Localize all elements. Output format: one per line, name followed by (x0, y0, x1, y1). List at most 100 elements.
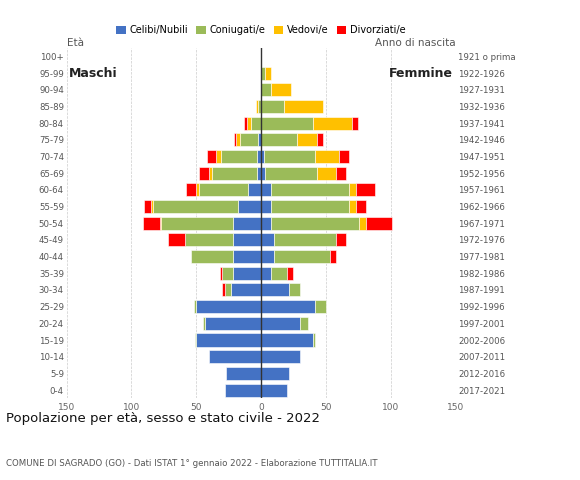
Bar (313, 117, 351, 130)
Bar (261, 283, 289, 297)
Bar (257, 150, 261, 163)
Bar (206, 150, 216, 163)
Bar (356, 200, 366, 213)
Bar (336, 167, 346, 180)
Bar (298, 133, 317, 146)
Bar (261, 117, 313, 130)
Bar (205, 317, 261, 330)
Bar (317, 133, 323, 146)
Bar (199, 167, 209, 180)
Bar (336, 233, 346, 246)
Bar (244, 117, 246, 130)
Text: COMUNE DI SAGRADO (GO) - Dati ISTAT 1° gennaio 2022 - Elaborazione TUTTITALIA.IT: COMUNE DI SAGRADO (GO) - Dati ISTAT 1° g… (6, 459, 378, 468)
Bar (160, 216, 161, 230)
Bar (261, 183, 271, 196)
Bar (287, 267, 293, 280)
Bar (284, 100, 323, 113)
Text: Maschi: Maschi (69, 67, 118, 80)
Bar (161, 216, 233, 230)
Bar (261, 300, 316, 313)
Bar (257, 167, 261, 180)
Bar (261, 267, 271, 280)
Legend: Celibi/Nubili, Coniugati/e, Vedovi/e, Divorziati/e: Celibi/Nubili, Coniugati/e, Vedovi/e, Di… (113, 21, 409, 39)
Bar (317, 167, 336, 180)
Bar (194, 300, 196, 313)
Bar (261, 83, 271, 96)
Bar (261, 167, 265, 180)
Bar (233, 250, 261, 263)
Bar (261, 150, 263, 163)
Bar (212, 167, 257, 180)
Bar (184, 233, 233, 246)
Bar (226, 367, 261, 380)
Text: Popolazione per età, sesso e stato civile - 2022: Popolazione per età, sesso e stato civil… (6, 412, 320, 425)
Bar (261, 384, 287, 396)
Bar (261, 350, 300, 363)
Bar (349, 183, 356, 196)
Bar (316, 150, 339, 163)
Bar (196, 183, 199, 196)
Bar (313, 334, 316, 347)
Bar (195, 334, 196, 347)
Bar (339, 150, 349, 163)
Bar (234, 133, 237, 146)
Bar (261, 317, 300, 330)
Bar (256, 100, 259, 113)
Bar (238, 200, 261, 213)
Bar (248, 183, 261, 196)
Bar (259, 133, 261, 146)
Bar (224, 384, 261, 396)
Bar (289, 283, 300, 297)
Bar (222, 267, 233, 280)
Bar (316, 300, 326, 313)
Bar (144, 200, 151, 213)
Bar (274, 233, 336, 246)
Bar (237, 133, 240, 146)
Bar (349, 200, 356, 213)
Bar (351, 117, 358, 130)
Bar (261, 367, 289, 380)
Bar (220, 267, 222, 280)
Text: Età: Età (67, 38, 84, 48)
Text: Femmine: Femmine (389, 67, 453, 80)
Bar (261, 216, 271, 230)
Bar (224, 283, 231, 297)
Bar (271, 216, 360, 230)
Bar (222, 283, 224, 297)
Bar (240, 133, 259, 146)
Bar (271, 183, 349, 196)
Bar (209, 350, 261, 363)
Bar (233, 233, 261, 246)
Bar (265, 167, 317, 180)
Bar (261, 200, 271, 213)
Bar (168, 233, 184, 246)
Bar (151, 200, 154, 213)
Text: Anno di nascita: Anno di nascita (375, 38, 455, 48)
Bar (191, 250, 233, 263)
Bar (221, 150, 257, 163)
Bar (233, 216, 261, 230)
Bar (261, 100, 284, 113)
Bar (300, 317, 307, 330)
Bar (203, 317, 205, 330)
Bar (261, 233, 274, 246)
Bar (360, 216, 366, 230)
Bar (366, 216, 392, 230)
Bar (196, 334, 261, 347)
Bar (196, 300, 261, 313)
Bar (251, 117, 261, 130)
Bar (261, 67, 265, 80)
Bar (186, 183, 196, 196)
Bar (271, 267, 287, 280)
Bar (271, 200, 349, 213)
Bar (274, 250, 329, 263)
Bar (356, 183, 375, 196)
Bar (143, 216, 160, 230)
Bar (263, 150, 316, 163)
Bar (261, 334, 313, 347)
Bar (216, 150, 221, 163)
Bar (261, 133, 298, 146)
Bar (329, 250, 336, 263)
Bar (265, 67, 271, 80)
Bar (209, 167, 212, 180)
